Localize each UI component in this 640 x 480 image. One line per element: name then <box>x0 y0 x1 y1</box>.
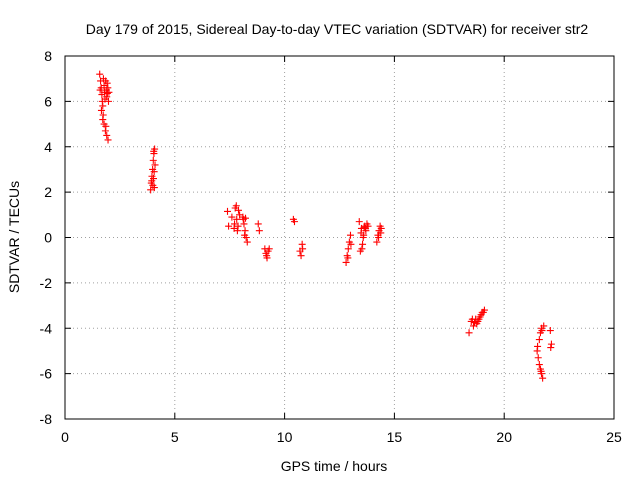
data-point <box>243 238 251 246</box>
data-point <box>358 245 366 253</box>
data-point <box>241 231 249 239</box>
data-point <box>96 86 104 94</box>
chart-title: Day 179 of 2015, Sidereal Day-to-day VTE… <box>86 21 589 37</box>
data-points <box>96 70 555 382</box>
data-point <box>150 168 158 176</box>
data-point <box>538 327 546 335</box>
data-point <box>254 220 262 228</box>
axis-ticks <box>64 55 615 420</box>
data-point <box>344 254 352 262</box>
data-point <box>231 220 239 228</box>
data-point <box>265 245 273 253</box>
data-point <box>299 245 307 253</box>
data-point <box>149 156 157 164</box>
data-point <box>534 342 542 350</box>
y-tick-label: 0 <box>44 230 52 246</box>
data-point <box>537 367 545 375</box>
data-point <box>225 222 233 230</box>
data-point <box>151 161 159 169</box>
x-axis-label: GPS time / hours <box>281 458 388 474</box>
data-point <box>103 93 111 101</box>
data-point <box>359 234 367 241</box>
data-point <box>361 224 369 232</box>
data-point <box>297 252 305 260</box>
data-point <box>360 223 368 231</box>
data-point <box>103 79 111 87</box>
data-point <box>97 106 105 114</box>
x-tick-label: 10 <box>277 429 293 445</box>
data-point <box>234 222 242 230</box>
data-point <box>344 245 352 253</box>
grid-lines <box>65 56 614 419</box>
data-point <box>357 229 365 237</box>
data-point <box>228 213 236 221</box>
data-point <box>224 207 232 215</box>
data-point <box>290 218 298 226</box>
data-point <box>355 218 363 226</box>
data-point <box>102 122 110 130</box>
data-point <box>540 322 548 330</box>
data-point <box>103 131 111 139</box>
x-tick-label: 20 <box>496 429 512 445</box>
data-point <box>546 327 554 335</box>
data-point <box>377 229 385 237</box>
y-tick-label: 8 <box>44 48 52 64</box>
data-point <box>534 354 542 362</box>
data-point <box>375 234 383 241</box>
y-tick-label: -8 <box>40 411 53 427</box>
y-tick-label: -6 <box>40 366 53 382</box>
plot-frame <box>64 55 615 420</box>
data-point <box>234 206 242 214</box>
data-point <box>539 374 547 382</box>
data-point <box>233 227 241 235</box>
data-point <box>240 220 248 228</box>
data-point <box>255 227 263 235</box>
data-point <box>547 340 555 348</box>
data-point <box>148 177 156 185</box>
data-point <box>242 214 250 222</box>
data-point <box>547 344 555 352</box>
data-point <box>347 240 355 248</box>
x-tick-label: 15 <box>387 429 403 445</box>
x-tick-label: 5 <box>171 429 179 445</box>
data-point <box>150 184 158 192</box>
y-tick-label: -4 <box>40 320 53 336</box>
data-point <box>150 147 158 155</box>
data-point <box>233 215 241 223</box>
data-point <box>535 361 543 369</box>
data-point <box>373 238 381 246</box>
data-point <box>99 111 107 119</box>
y-tick-label: 2 <box>44 184 52 200</box>
x-tick-label: 25 <box>606 429 622 445</box>
data-point <box>263 252 271 260</box>
data-point <box>479 308 487 316</box>
data-point <box>104 136 112 144</box>
data-point <box>346 231 354 239</box>
data-point <box>105 88 113 96</box>
data-point <box>535 336 543 344</box>
data-point <box>475 315 483 323</box>
y-axis-label: SDTVAR / TECUs <box>6 181 22 293</box>
y-tick-label: 6 <box>44 93 52 109</box>
data-point <box>465 329 473 337</box>
y-tick-label: -2 <box>40 275 53 291</box>
data-point <box>342 258 350 266</box>
data-point <box>471 319 479 327</box>
data-point <box>147 186 155 194</box>
data-point <box>232 202 240 210</box>
data-point <box>96 70 104 78</box>
data-point <box>99 102 107 110</box>
data-point <box>104 97 112 105</box>
x-tick-label: 0 <box>61 429 69 445</box>
data-point <box>103 89 111 97</box>
data-point <box>359 240 367 248</box>
y-tick-label: 4 <box>44 139 52 155</box>
